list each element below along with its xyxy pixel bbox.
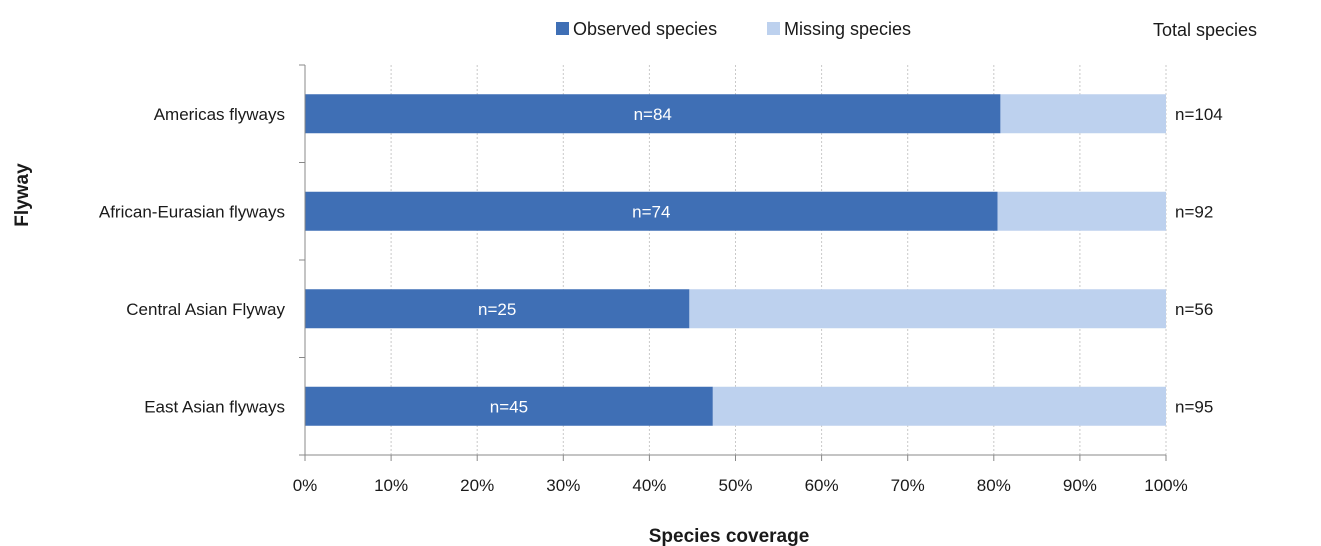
bar-value-label: n=74	[632, 202, 670, 221]
legend: Observed species Missing species	[556, 19, 911, 39]
x-tick-label: 40%	[632, 476, 666, 495]
category-label: Central Asian Flyway	[126, 300, 285, 319]
x-tick-label: 70%	[891, 476, 925, 495]
category-label: East Asian flyways	[144, 397, 285, 416]
bar-observed	[305, 386, 713, 426]
total-label: n=92	[1175, 202, 1213, 221]
x-tick-label: 100%	[1144, 476, 1187, 495]
x-tick-label: 10%	[374, 476, 408, 495]
bar-observed	[305, 191, 998, 231]
bars	[305, 94, 1166, 426]
x-tick-label: 20%	[460, 476, 494, 495]
x-tick-label: 30%	[546, 476, 580, 495]
x-tick-label: 90%	[1063, 476, 1097, 495]
totals-header: Total species	[1153, 20, 1257, 40]
legend-label: Missing species	[784, 19, 911, 39]
legend-swatch	[767, 22, 780, 35]
category-label: African-Eurasian flyways	[99, 202, 285, 221]
x-tick-label: 50%	[718, 476, 752, 495]
x-tick-label: 0%	[293, 476, 318, 495]
bar-value-label: n=45	[490, 397, 528, 416]
bar-value-label: n=25	[478, 300, 516, 319]
y-axis-title: Flyway	[12, 163, 33, 227]
total-label: n=104	[1175, 105, 1223, 124]
bar-value-label: n=84	[634, 105, 672, 124]
axes	[299, 64, 1167, 461]
bar-observed	[305, 94, 1001, 134]
labels: 0% 10% 20% 30% 40% 50% 60% 70% 80% 90% 100% n=84 Ame…	[99, 105, 1223, 495]
total-label: n=95	[1175, 397, 1213, 416]
x-axis-title: Species coverage	[649, 526, 810, 546]
bar-observed	[305, 289, 690, 329]
bar-missing	[712, 386, 1166, 426]
legend-swatch	[556, 22, 569, 35]
x-tick-label: 80%	[977, 476, 1011, 495]
legend-label: Observed species	[573, 19, 717, 39]
category-label: Americas flyways	[154, 105, 285, 124]
total-label: n=56	[1175, 300, 1213, 319]
bar-missing	[689, 289, 1166, 329]
bar-missing	[997, 191, 1166, 231]
bar-missing	[1000, 94, 1166, 134]
x-tick-label: 60%	[805, 476, 839, 495]
